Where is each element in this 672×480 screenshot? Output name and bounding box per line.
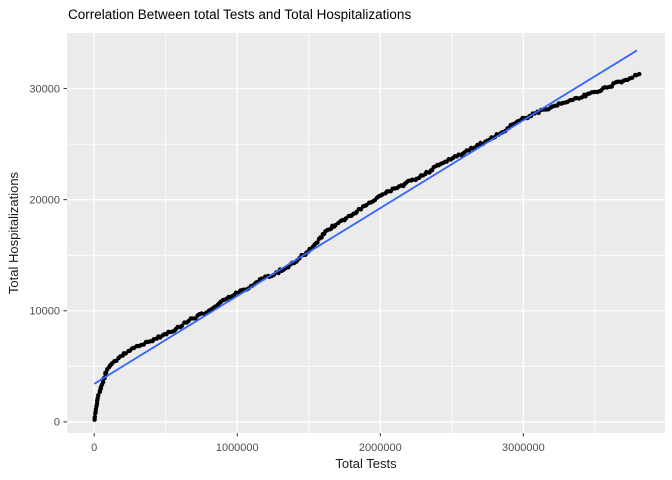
- svg-text:3000000: 3000000: [502, 442, 545, 454]
- svg-text:1000000: 1000000: [216, 442, 259, 454]
- gridlines-minor: [67, 33, 665, 433]
- x-tick-labels: 0 1000000 2000000 3000000: [91, 442, 545, 454]
- x-axis-title: Total Tests: [335, 456, 397, 471]
- scatter-points: [92, 71, 642, 422]
- chart-title: Correlation Between total Tests and Tota…: [68, 7, 412, 22]
- svg-text:10000: 10000: [29, 306, 60, 318]
- y-tick-labels: 0 10000 20000 30000: [29, 83, 60, 428]
- svg-text:0: 0: [54, 417, 60, 429]
- svg-text:20000: 20000: [29, 194, 60, 206]
- svg-text:30000: 30000: [29, 83, 60, 95]
- gridlines-major: [67, 33, 665, 433]
- panel-background: [67, 33, 665, 433]
- svg-text:2000000: 2000000: [359, 442, 402, 454]
- regression-line: [93, 49, 638, 385]
- axis-ticks: [63, 88, 524, 437]
- y-axis-title: Total Hospitalizations: [6, 171, 21, 295]
- svg-text:0: 0: [91, 442, 97, 454]
